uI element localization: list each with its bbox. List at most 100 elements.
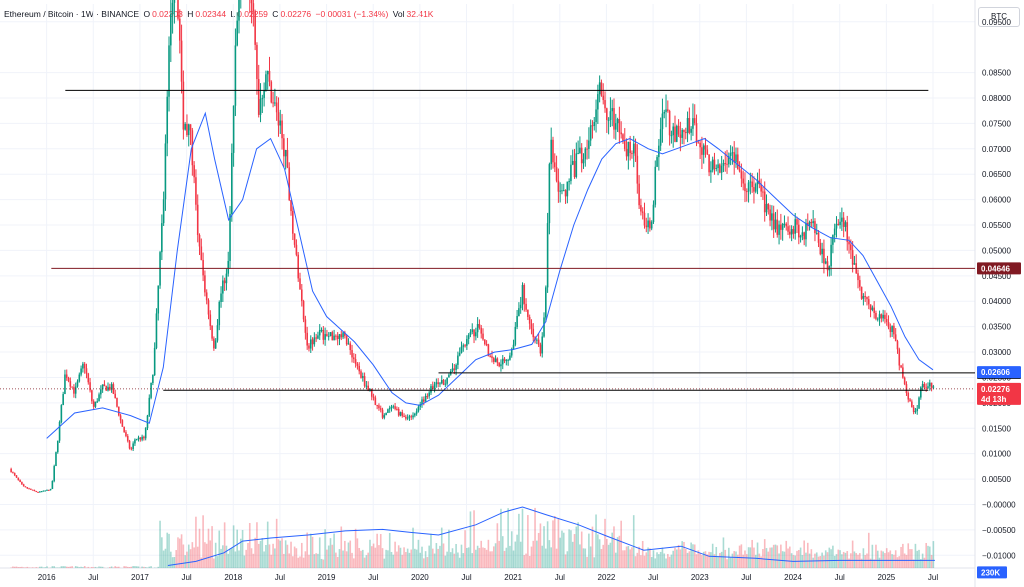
volume-bar — [464, 530, 466, 568]
volume-bar — [597, 534, 599, 568]
volume-bar — [114, 566, 116, 568]
candle-body — [640, 205, 642, 212]
x-tick-label: Jul — [648, 573, 658, 582]
volume-bar — [19, 566, 21, 568]
candle-body — [69, 381, 72, 387]
volume-bar — [318, 537, 321, 568]
volume-bar — [196, 546, 199, 568]
y-tick-label: 0.03500 — [982, 323, 1011, 332]
candle-body — [492, 358, 495, 362]
price-badge-label: 0.02276 — [981, 385, 1010, 394]
candle-body — [467, 334, 470, 339]
volume-bar — [553, 515, 556, 568]
candle-body — [378, 405, 380, 409]
volume-bar — [595, 514, 597, 568]
candle-body — [659, 129, 662, 146]
candle-body — [462, 345, 465, 347]
candle-body — [805, 222, 807, 240]
x-tick-label: 2018 — [224, 573, 242, 582]
candle-body — [98, 394, 100, 402]
volume-bar — [148, 566, 151, 568]
volume-bar — [528, 555, 531, 568]
volume-bar — [785, 540, 788, 568]
volume-bar — [724, 549, 727, 568]
volume-bar — [783, 551, 786, 568]
currency-button[interactable]: BTC — [978, 7, 1020, 27]
volume-bar — [231, 547, 233, 568]
volume-bar — [715, 546, 718, 568]
volume-bar — [918, 549, 920, 568]
candle-body — [923, 384, 926, 388]
volume-bar — [798, 549, 800, 568]
volume-bar — [683, 541, 685, 568]
candle-body — [431, 386, 434, 390]
x-tick-label: Jul — [88, 573, 98, 582]
candle-body — [73, 387, 75, 394]
candle-body — [232, 105, 235, 153]
candle-body — [844, 222, 847, 227]
volume-bar — [344, 540, 346, 568]
volume-bar — [385, 549, 387, 568]
volume-bar — [275, 518, 278, 568]
candle-body — [288, 167, 291, 201]
volume-bar — [632, 515, 635, 568]
volume-bar — [365, 555, 368, 568]
candle-body — [480, 327, 483, 334]
candle-body — [814, 221, 816, 234]
volume-bar — [871, 544, 874, 568]
volume-bar — [378, 545, 380, 568]
candle-body — [83, 363, 86, 369]
candle-body — [616, 119, 619, 124]
candle-body — [101, 384, 104, 390]
candle-body — [867, 299, 870, 305]
volume-bar — [22, 567, 25, 568]
volume-bar — [835, 554, 838, 568]
volume-bar — [309, 533, 312, 568]
candle-body — [405, 416, 407, 419]
candle-body — [475, 332, 477, 337]
volume-bar — [720, 551, 723, 568]
candle-body — [453, 368, 456, 370]
candle-body — [808, 221, 811, 226]
candle-body — [496, 358, 499, 363]
candle-body — [82, 363, 84, 369]
candle-body — [697, 142, 700, 144]
volume-bar — [300, 542, 303, 568]
candle-body — [353, 357, 355, 360]
volume-bar — [277, 539, 280, 568]
candle-body — [428, 392, 430, 397]
candle-body — [780, 224, 782, 230]
candle-body — [641, 211, 644, 213]
candle-body — [625, 148, 628, 157]
volume-bar — [209, 540, 212, 568]
candle-body — [444, 383, 447, 385]
volume-bar — [286, 544, 289, 568]
candle-body — [148, 397, 151, 416]
candle-body — [423, 399, 425, 402]
candle-body — [713, 159, 716, 169]
volume-bar — [408, 552, 411, 568]
candle-body — [114, 393, 116, 399]
volume-bar — [306, 532, 308, 568]
symbol-title[interactable]: Ethereum / Bitcoin · 1W · BINANCE — [4, 9, 140, 19]
candle-body — [928, 382, 931, 387]
volume-bar — [144, 567, 147, 568]
candle-body — [539, 344, 542, 354]
volume-bar — [74, 566, 77, 568]
candle-body — [925, 387, 927, 389]
candle-body — [767, 203, 770, 210]
candle-body — [907, 393, 910, 400]
candle-body — [783, 223, 786, 225]
volume-bar — [869, 558, 872, 568]
candle-body — [606, 108, 608, 120]
candle-body — [216, 325, 219, 341]
volume-bar — [704, 551, 707, 568]
candle-body — [878, 314, 881, 319]
candle-body — [13, 473, 16, 476]
volume-bar — [878, 557, 881, 568]
volume-bar — [394, 541, 396, 568]
volume-bar — [530, 546, 533, 568]
candle-body — [320, 329, 323, 331]
volume-bar — [361, 549, 364, 568]
